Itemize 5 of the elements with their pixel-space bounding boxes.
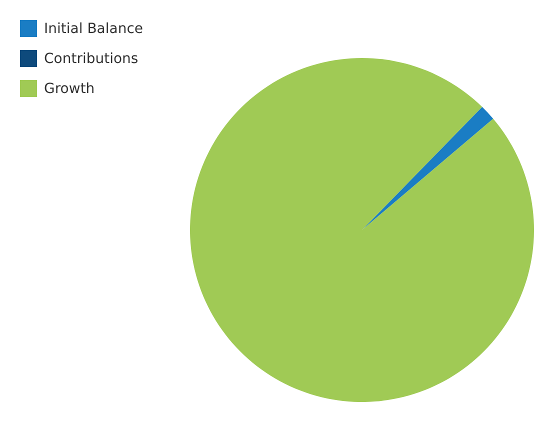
- pie-slice: [362, 106, 494, 230]
- pie-slice: [190, 58, 534, 402]
- legend-label: Contributions: [44, 51, 138, 67]
- legend-label: Initial Balance: [44, 21, 144, 37]
- legend-label: Growth: [44, 81, 95, 97]
